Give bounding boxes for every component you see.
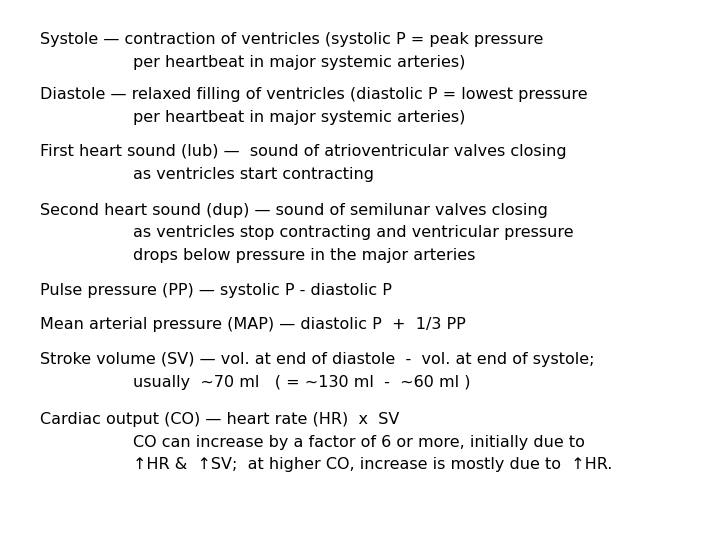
Text: Stroke volume (SV) — vol. at end of diastole  -  vol. at end of systole;: Stroke volume (SV) — vol. at end of dias… — [40, 352, 594, 367]
Text: Diastole — relaxed filling of ventricles (diastolic P = lowest pressure: Diastole — relaxed filling of ventricles… — [40, 87, 588, 103]
Text: as ventricles start contracting: as ventricles start contracting — [133, 167, 374, 182]
Text: as ventricles stop contracting and ventricular pressure: as ventricles stop contracting and ventr… — [133, 225, 574, 240]
Text: Cardiac output (CO) — heart rate (HR)  x  SV: Cardiac output (CO) — heart rate (HR) x … — [40, 412, 399, 427]
Text: ↑HR &  ↑SV;  at higher CO, increase is mostly due to  ↑HR.: ↑HR & ↑SV; at higher CO, increase is mos… — [133, 457, 613, 472]
Text: Systole — contraction of ventricles (systolic P = peak pressure: Systole — contraction of ventricles (sys… — [40, 32, 543, 48]
Text: per heartbeat in major systemic arteries): per heartbeat in major systemic arteries… — [133, 55, 466, 70]
Text: Second heart sound (dup) — sound of semilunar valves closing: Second heart sound (dup) — sound of semi… — [40, 202, 547, 218]
Text: per heartbeat in major systemic arteries): per heartbeat in major systemic arteries… — [133, 110, 466, 125]
Text: drops below pressure in the major arteries: drops below pressure in the major arteri… — [133, 248, 476, 263]
Text: Mean arterial pressure (MAP) — diastolic P  +  1/3 PP: Mean arterial pressure (MAP) — diastolic… — [40, 317, 465, 332]
Text: First heart sound (lub) —  sound of atrioventricular valves closing: First heart sound (lub) — sound of atrio… — [40, 144, 566, 159]
Text: Pulse pressure (PP) — systolic P - diastolic P: Pulse pressure (PP) — systolic P - diast… — [40, 283, 392, 298]
Text: CO can increase by a factor of 6 or more, initially due to: CO can increase by a factor of 6 or more… — [133, 435, 585, 450]
Text: usually  ~70 ml   ( = ~130 ml  -  ~60 ml ): usually ~70 ml ( = ~130 ml - ~60 ml ) — [133, 375, 471, 390]
